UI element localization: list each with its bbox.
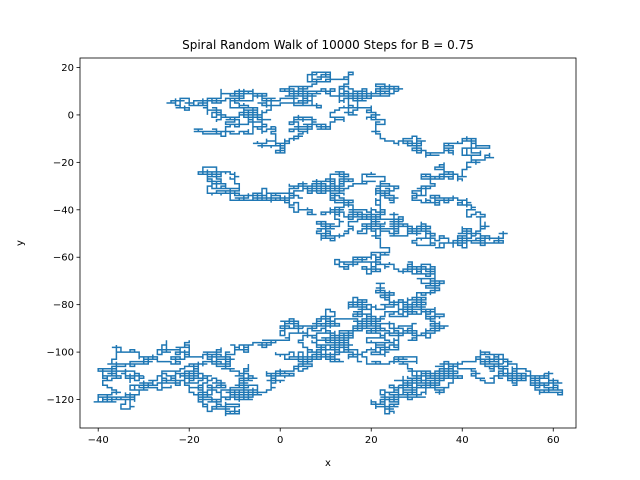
y-axis-label: y <box>15 240 26 246</box>
y-tick-label-5: −20 <box>53 158 74 169</box>
axes-frame <box>79 57 577 429</box>
x-tick-label-0: −40 <box>88 435 109 446</box>
x-tick-label-2: 0 <box>277 435 283 446</box>
y-tick-label-6: 0 <box>68 110 74 121</box>
y-tick-label-2: −80 <box>53 300 74 311</box>
x-tick-label-5: 60 <box>547 435 560 446</box>
x-axis-label: x <box>325 458 331 469</box>
y-tick-label-3: −60 <box>53 253 74 264</box>
x-axis-ticks: −40 −20 0 20 40 60 <box>88 428 560 446</box>
x-tick-label-4: 40 <box>456 435 469 446</box>
y-tick-label-4: −40 <box>53 205 74 216</box>
y-axis-ticks: −120 −100 −80 −60 −40 −20 0 20 <box>47 63 80 406</box>
x-tick-label-1: −20 <box>179 435 200 446</box>
x-tick-label-3: 20 <box>365 435 378 446</box>
chart-title: Spiral Random Walk of 10000 Steps for B … <box>182 38 474 52</box>
plot-layer <box>93 71 564 417</box>
y-tick-label-1: −100 <box>47 348 74 359</box>
y-tick-label-7: 20 <box>61 63 74 74</box>
random-walk-line <box>93 71 564 417</box>
y-tick-label-0: −120 <box>47 395 74 406</box>
